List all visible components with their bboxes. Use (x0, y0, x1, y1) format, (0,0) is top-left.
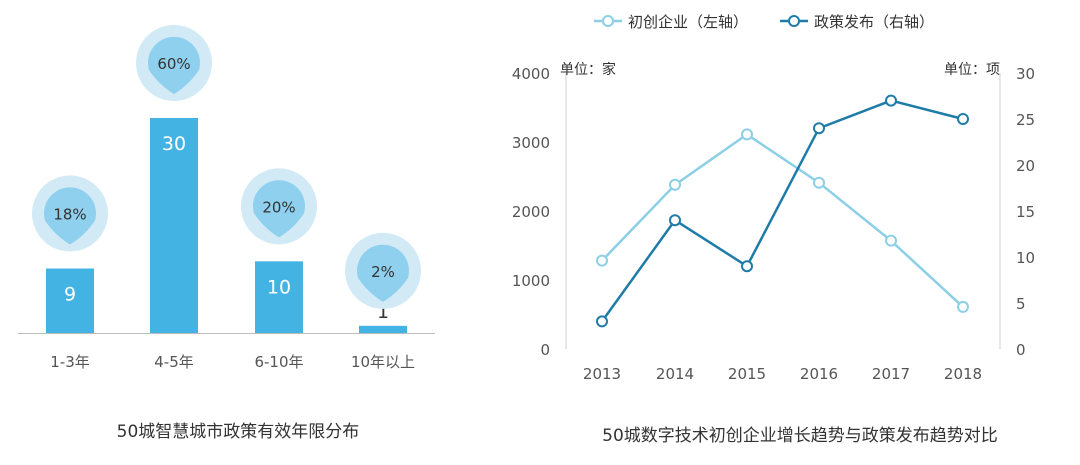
right-y-tick-label: 25 (1016, 111, 1035, 129)
bar-value-label: 30 (162, 133, 186, 155)
bar-value-label: 9 (64, 284, 76, 306)
series-2-point (669, 214, 681, 227)
percent-label: 18% (53, 206, 86, 224)
x-tick-label: 2016 (800, 365, 838, 383)
series-2-point (957, 113, 969, 125)
x-tick-label: 2014 (656, 365, 694, 383)
x-tick-label: 2015 (728, 365, 766, 383)
right-y-tick-label: 5 (1016, 295, 1026, 313)
bar-2 (150, 118, 198, 333)
chart-title: 50城智慧城市政策有效年限分布 (117, 422, 360, 442)
x-tick-label: 2018 (944, 365, 982, 383)
x-tick-label: 2017 (872, 365, 910, 383)
right-y-tick-label: 30 (1016, 65, 1035, 83)
percent-badge-pin (148, 36, 201, 94)
percent-badge-pin (357, 244, 409, 302)
right-y-tick-label: 0 (1016, 341, 1026, 359)
chart-title: 50城数字技术初创企业增长趋势与政策发布趋势对比 (602, 426, 998, 446)
series-2-point (596, 315, 608, 328)
category-label: 6-10年 (254, 353, 303, 371)
legend-label-2: 政策发布（右轴） (814, 13, 934, 31)
series-1-point (957, 300, 969, 313)
series-1-point (813, 176, 825, 189)
series-1-point (669, 178, 681, 191)
series-2-point (813, 122, 825, 135)
left-y-tick-label: 2000 (512, 203, 550, 221)
series-1-point (885, 234, 897, 247)
bar-3 (255, 261, 303, 333)
x-tick-label: 2013 (583, 365, 621, 383)
legend-marker-1 (602, 15, 614, 27)
series-1-point (741, 128, 753, 141)
category-label: 10年以上 (351, 353, 415, 371)
series-1-point (596, 254, 608, 267)
right-y-tick-label: 10 (1016, 249, 1035, 267)
percent-badge-pin (43, 187, 96, 245)
right-y-tick-label: 15 (1016, 203, 1035, 221)
left-y-tick-label: 0 (540, 341, 550, 359)
bar-4 (359, 325, 407, 333)
left-unit-label: 单位：家 (560, 61, 616, 78)
legend-marker-2 (788, 15, 800, 27)
legend-label-1: 初创企业（左轴） (628, 13, 748, 31)
series-line-2 (600, 99, 964, 323)
percent-label: 20% (262, 198, 295, 216)
percent-label: 60% (157, 55, 190, 73)
percent-badge-pin (253, 180, 305, 238)
bar-chart-policy-duration: 918%1-3年3060%4-5年1020%6-10年12%10年以上50城智慧… (18, 25, 435, 442)
category-label: 4-5年 (154, 353, 194, 371)
left-y-tick-label: 4000 (512, 65, 550, 83)
bar-value-label: 10 (267, 276, 291, 298)
series-2-point (885, 94, 897, 107)
series-line-1 (601, 132, 964, 308)
series-2-point (741, 260, 753, 273)
bar-1 (46, 268, 94, 333)
right-y-tick-label: 20 (1016, 157, 1035, 175)
left-y-tick-label: 3000 (512, 134, 550, 152)
percent-label: 2% (371, 263, 395, 281)
category-label: 1-3年 (50, 353, 90, 371)
left-y-tick-label: 1000 (512, 272, 550, 290)
line-chart-startups-vs-policies: 0 1000 2000 3000 4000 0 5 10 15 20 25 30 2013 2014 201… (512, 13, 1035, 446)
right-unit-label: 单位：项 (944, 62, 1000, 78)
